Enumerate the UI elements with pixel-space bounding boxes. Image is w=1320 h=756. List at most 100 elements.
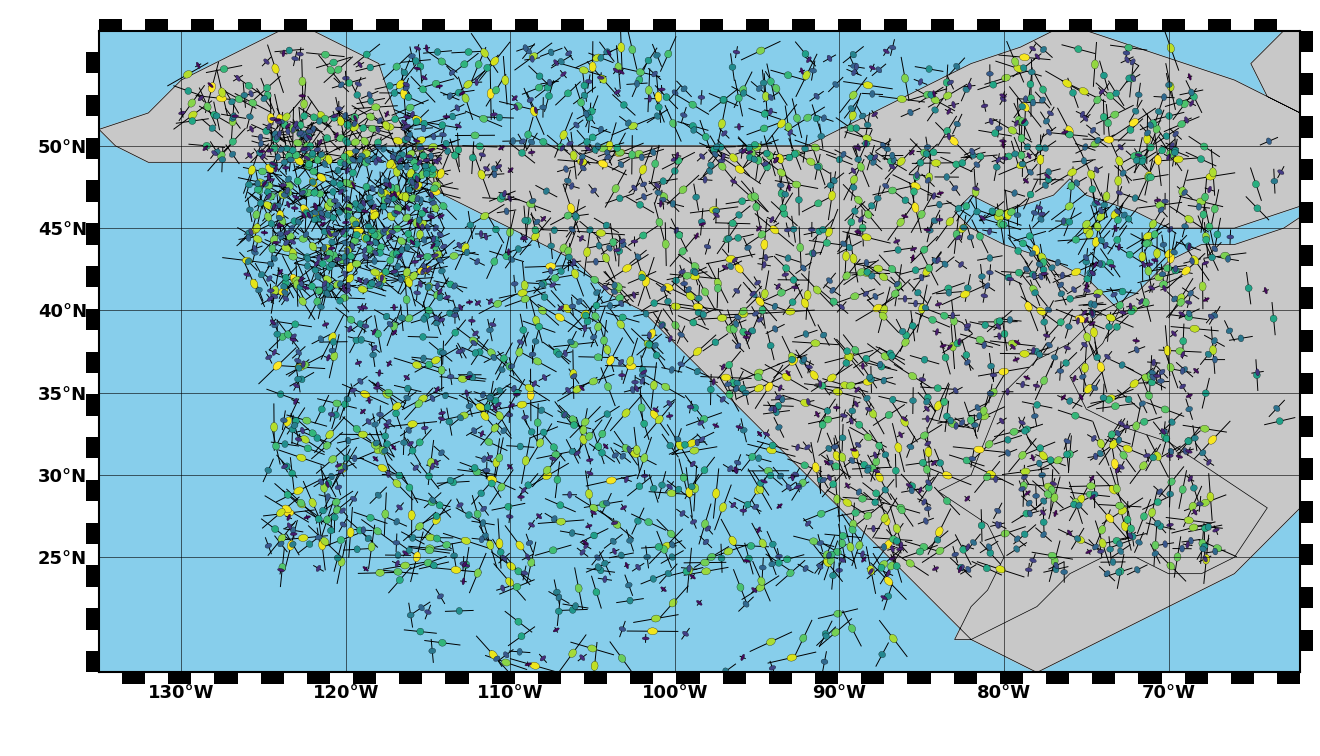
Ellipse shape (325, 212, 331, 218)
Ellipse shape (883, 49, 890, 54)
Ellipse shape (605, 411, 611, 417)
Ellipse shape (817, 541, 824, 545)
Ellipse shape (744, 331, 751, 335)
Ellipse shape (334, 132, 338, 138)
Ellipse shape (1177, 299, 1185, 306)
Ellipse shape (1036, 460, 1043, 467)
Ellipse shape (421, 125, 426, 132)
Bar (1023, 19, 1045, 31)
Bar (86, 522, 99, 544)
Ellipse shape (256, 150, 263, 156)
Ellipse shape (987, 363, 994, 369)
Ellipse shape (669, 541, 675, 548)
Ellipse shape (1031, 210, 1038, 215)
Ellipse shape (293, 383, 300, 388)
Ellipse shape (378, 118, 383, 124)
Ellipse shape (517, 443, 523, 450)
Ellipse shape (936, 218, 942, 222)
Ellipse shape (407, 169, 414, 178)
Ellipse shape (710, 146, 718, 153)
Ellipse shape (372, 258, 378, 265)
Ellipse shape (1082, 220, 1090, 228)
Ellipse shape (282, 296, 289, 301)
Bar (1300, 31, 1313, 52)
Ellipse shape (418, 280, 422, 287)
Ellipse shape (381, 448, 388, 454)
Ellipse shape (284, 231, 290, 235)
Ellipse shape (338, 189, 343, 194)
Ellipse shape (767, 342, 774, 349)
Ellipse shape (890, 164, 895, 169)
Ellipse shape (286, 233, 294, 241)
Ellipse shape (350, 123, 359, 132)
Ellipse shape (556, 351, 562, 358)
Ellipse shape (888, 352, 895, 359)
Ellipse shape (859, 113, 866, 119)
Ellipse shape (434, 459, 438, 466)
Ellipse shape (968, 82, 972, 89)
Ellipse shape (622, 445, 630, 452)
Ellipse shape (438, 366, 445, 374)
Ellipse shape (1068, 530, 1072, 536)
Ellipse shape (960, 546, 966, 553)
Ellipse shape (521, 415, 528, 420)
Ellipse shape (763, 432, 770, 436)
Ellipse shape (1067, 296, 1073, 302)
Ellipse shape (977, 233, 983, 240)
Ellipse shape (396, 577, 404, 584)
Ellipse shape (389, 194, 397, 201)
Ellipse shape (425, 284, 432, 290)
Bar (907, 672, 931, 684)
Ellipse shape (994, 214, 1003, 221)
Ellipse shape (792, 150, 799, 157)
Ellipse shape (418, 210, 426, 217)
Ellipse shape (751, 193, 759, 200)
Ellipse shape (312, 267, 318, 274)
Ellipse shape (1089, 309, 1096, 316)
Ellipse shape (1072, 268, 1081, 276)
Ellipse shape (289, 125, 297, 133)
Ellipse shape (958, 262, 964, 268)
Ellipse shape (1086, 482, 1096, 489)
Bar (1184, 19, 1208, 31)
Ellipse shape (1168, 448, 1173, 454)
Ellipse shape (1154, 451, 1162, 460)
Ellipse shape (787, 569, 795, 577)
Ellipse shape (424, 559, 432, 566)
Ellipse shape (285, 187, 290, 194)
Ellipse shape (925, 173, 933, 182)
Ellipse shape (1159, 369, 1166, 375)
Ellipse shape (413, 465, 418, 470)
Ellipse shape (1104, 571, 1110, 577)
Ellipse shape (272, 131, 279, 137)
Ellipse shape (384, 123, 395, 131)
Ellipse shape (1115, 176, 1122, 186)
Ellipse shape (734, 321, 739, 327)
Ellipse shape (1015, 269, 1023, 276)
Ellipse shape (676, 441, 684, 450)
Ellipse shape (405, 427, 412, 433)
Ellipse shape (417, 255, 424, 258)
Ellipse shape (1163, 133, 1170, 140)
Ellipse shape (737, 426, 743, 429)
Ellipse shape (205, 103, 211, 110)
Ellipse shape (758, 231, 766, 238)
Ellipse shape (909, 487, 915, 494)
Ellipse shape (1177, 121, 1185, 128)
Ellipse shape (590, 532, 598, 539)
Ellipse shape (681, 86, 688, 92)
Ellipse shape (380, 274, 384, 281)
Ellipse shape (855, 442, 861, 448)
Ellipse shape (1026, 568, 1032, 572)
Ellipse shape (371, 442, 379, 449)
Ellipse shape (1101, 202, 1107, 208)
Ellipse shape (405, 94, 412, 101)
Ellipse shape (936, 257, 940, 263)
Ellipse shape (767, 472, 774, 479)
Ellipse shape (368, 542, 375, 551)
Ellipse shape (812, 144, 820, 151)
Ellipse shape (718, 555, 725, 562)
Ellipse shape (259, 271, 265, 277)
Ellipse shape (656, 218, 663, 227)
Ellipse shape (1024, 302, 1032, 311)
